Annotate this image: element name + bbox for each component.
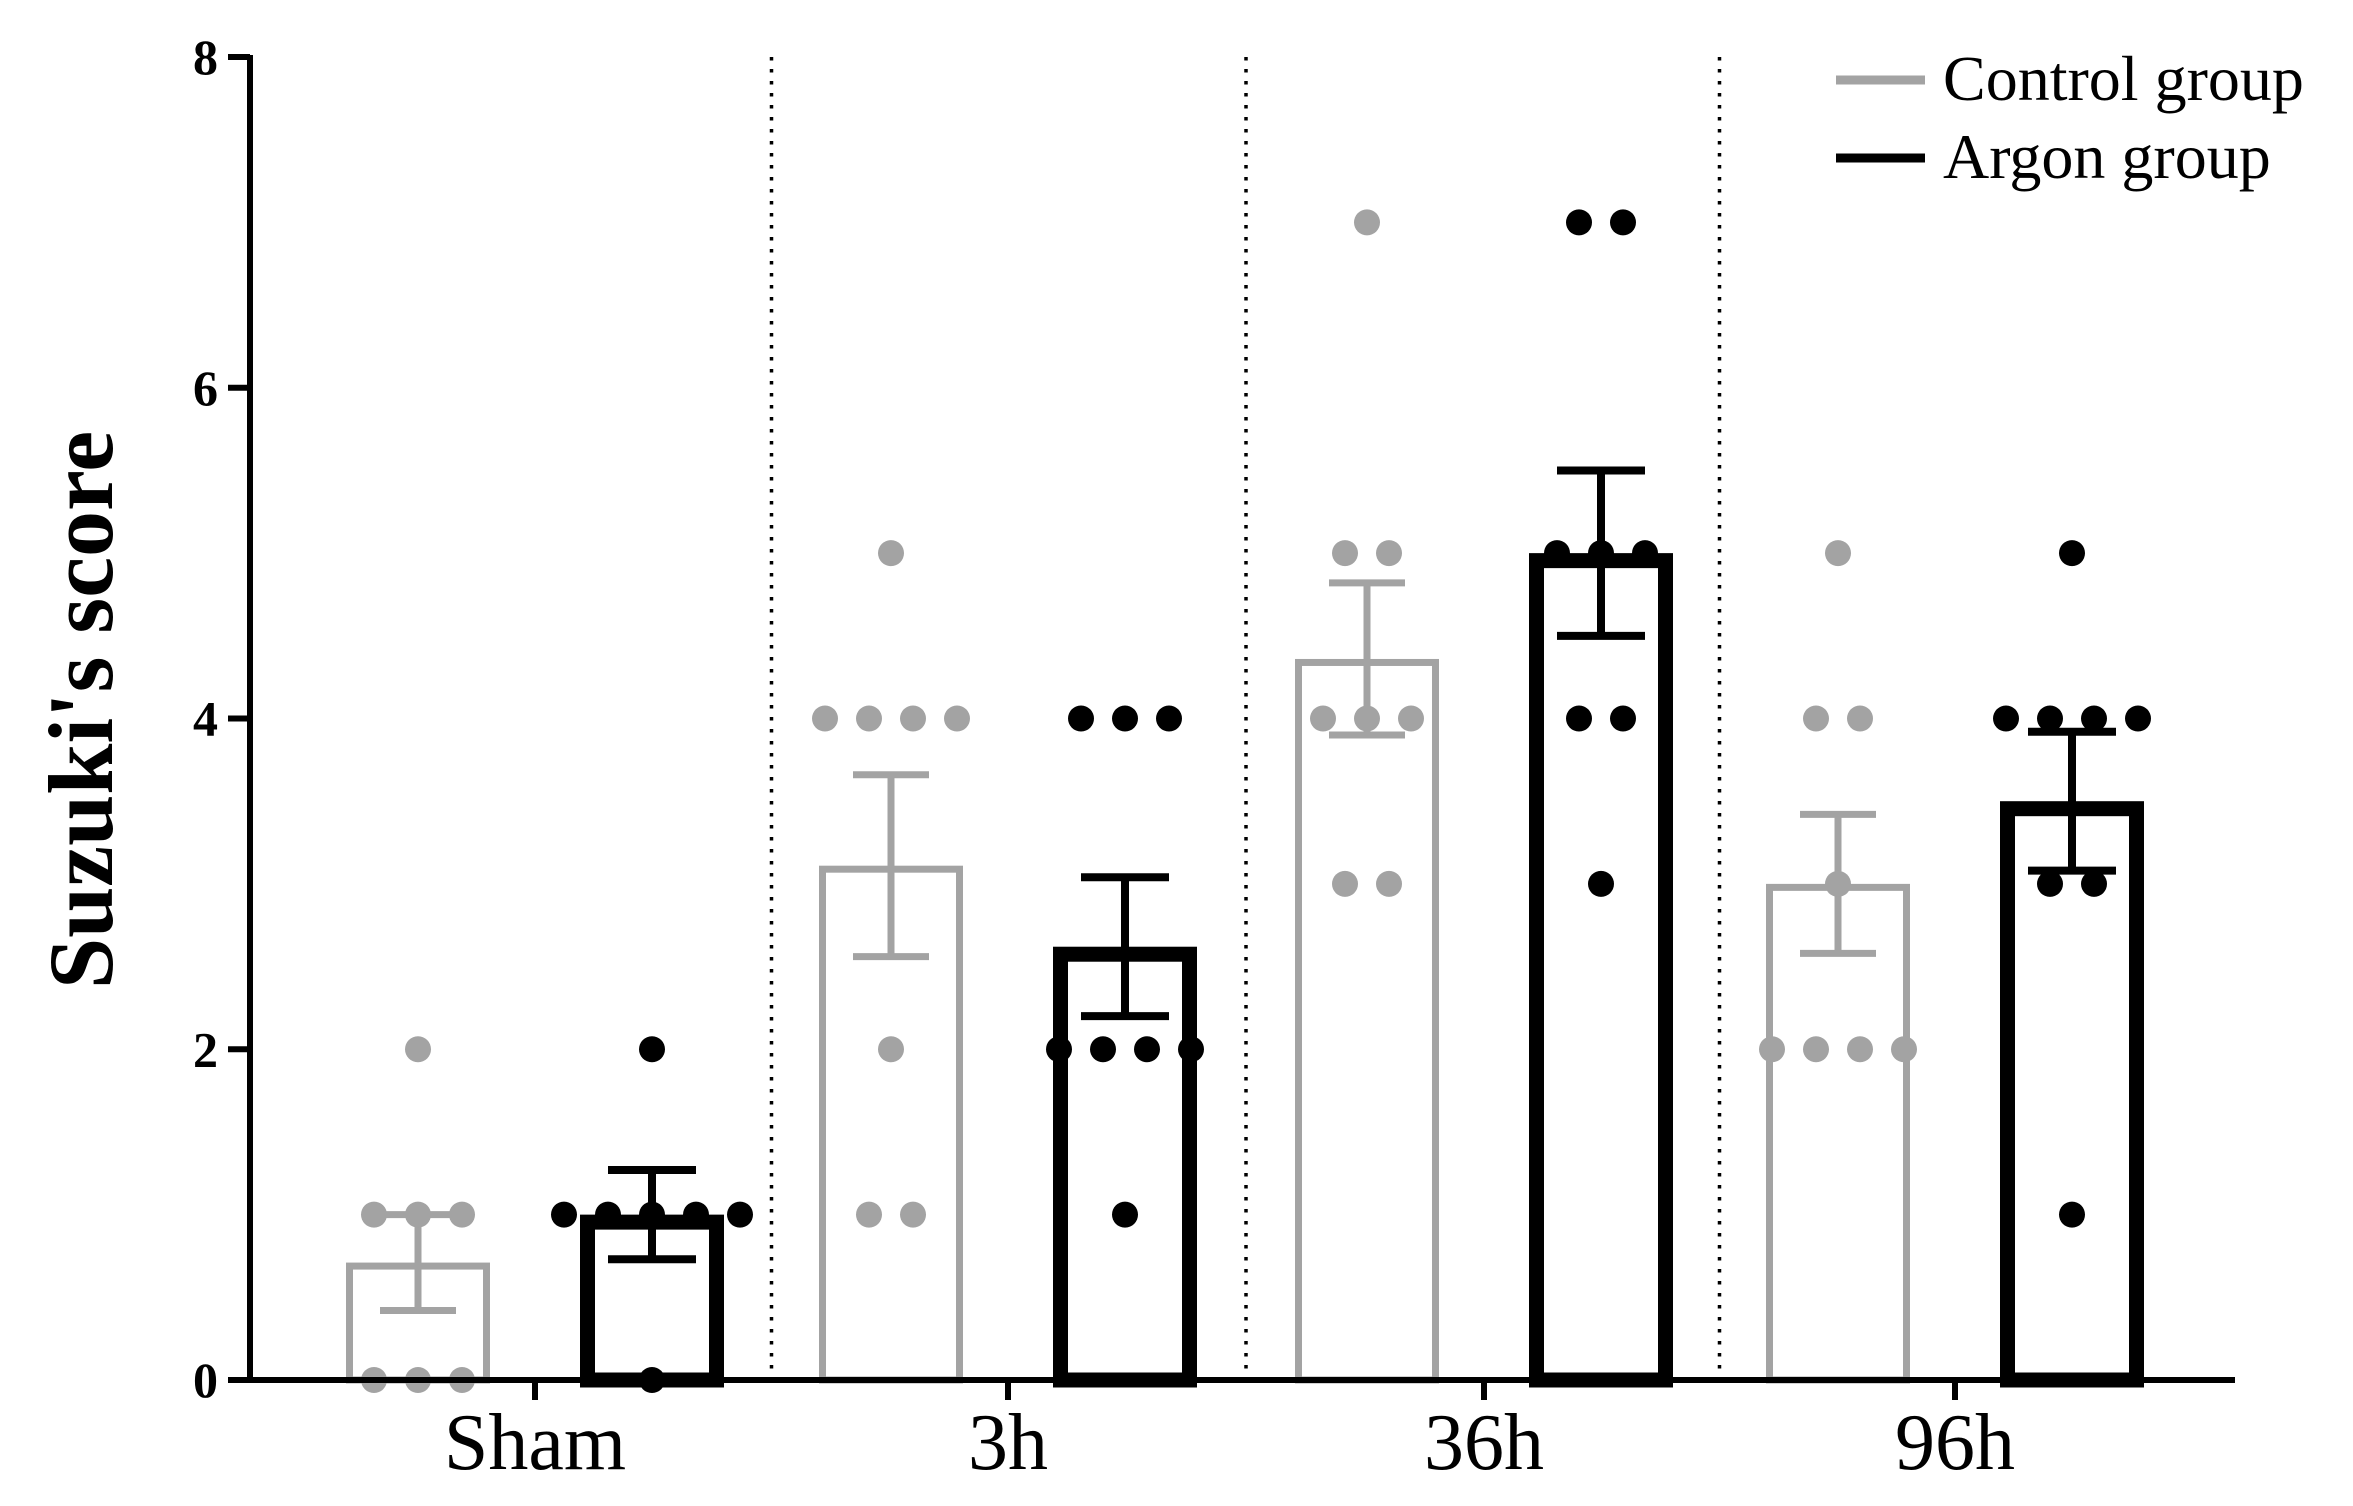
- data-point: [1588, 540, 1614, 567]
- x-tick-label: 3h: [968, 1399, 1048, 1487]
- data-point: [1178, 1036, 1204, 1063]
- data-point: [1759, 1036, 1785, 1063]
- data-point: [1588, 870, 1614, 897]
- data-point: [2081, 870, 2107, 897]
- y-tick-label: 4: [193, 691, 218, 747]
- data-point: [1332, 540, 1358, 567]
- data-point: [2081, 705, 2107, 732]
- bar-argon-36h: [1529, 553, 1673, 1388]
- data-point: [727, 1201, 753, 1228]
- data-point: [551, 1201, 577, 1228]
- data-point: [1847, 1036, 1873, 1063]
- bar-control-96h: [1766, 883, 1910, 1384]
- data-point: [1566, 209, 1592, 236]
- data-point: [1398, 705, 1424, 732]
- data-point: [1354, 705, 1380, 732]
- data-point: [812, 705, 838, 732]
- bar-control-36h: [1295, 658, 1439, 1384]
- data-point: [878, 1036, 904, 1063]
- data-point: [1610, 705, 1636, 732]
- data-point: [2125, 705, 2151, 732]
- data-point: [1376, 870, 1402, 897]
- data-point: [405, 1201, 431, 1228]
- y-tick-label: 0: [193, 1352, 218, 1408]
- data-point: [1847, 705, 1873, 732]
- data-point: [683, 1201, 709, 1228]
- axes: 0 2 4 6 8 Sham 3h 36h 96h: [193, 29, 2235, 1487]
- data-point: [1376, 540, 1402, 567]
- data-point: [1803, 1036, 1829, 1063]
- legend-entry-label: Argon group: [1943, 121, 2271, 192]
- data-point: [878, 540, 904, 567]
- data-point: [405, 1036, 431, 1063]
- data-point: [2037, 705, 2063, 732]
- data-point: [1156, 705, 1182, 732]
- data-point: [1891, 1036, 1917, 1063]
- data-point: [1354, 209, 1380, 236]
- data-point: [1803, 705, 1829, 732]
- y-tick-label: 6: [193, 360, 218, 416]
- data-point: [1112, 705, 1138, 732]
- data-point: [1332, 870, 1358, 897]
- data-point: [944, 705, 970, 732]
- data-point: [1825, 540, 1851, 567]
- data-point: [2059, 540, 2085, 567]
- x-tick-label: Sham: [444, 1399, 626, 1487]
- data-point: [1112, 1201, 1138, 1228]
- data-point: [1068, 705, 1094, 732]
- data-point: [595, 1201, 621, 1228]
- data-point: [2059, 1201, 2085, 1228]
- data-point: [1610, 209, 1636, 236]
- x-tick-label: 96h: [1895, 1399, 2015, 1487]
- data-point: [1046, 1036, 1072, 1063]
- data-point: [856, 705, 882, 732]
- x-tick-label: 36h: [1424, 1399, 1544, 1487]
- y-tick-label: 8: [193, 29, 218, 85]
- data-point: [1134, 1036, 1160, 1063]
- data-point: [1566, 705, 1592, 732]
- data-point: [900, 705, 926, 732]
- data-point: [1993, 705, 2019, 732]
- data-point: [1310, 705, 1336, 732]
- legend-entry-label: Control group: [1943, 43, 2304, 114]
- y-tick-label: 2: [193, 1021, 218, 1077]
- data-point: [900, 1201, 926, 1228]
- y-axis-label: Suzuki's score: [30, 431, 132, 989]
- data-point: [361, 1201, 387, 1228]
- data-points: [361, 209, 2151, 1393]
- data-point: [1825, 870, 1851, 897]
- group-separators: [769, 57, 1722, 1380]
- data-point: [1090, 1036, 1116, 1063]
- data-point: [1632, 540, 1658, 567]
- data-point: [639, 1201, 665, 1228]
- data-point: [856, 1201, 882, 1228]
- data-point: [1544, 540, 1570, 567]
- data-point: [2037, 870, 2063, 897]
- data-point: [449, 1201, 475, 1228]
- data-point: [639, 1036, 665, 1063]
- bar-argon-96h: [2000, 801, 2144, 1388]
